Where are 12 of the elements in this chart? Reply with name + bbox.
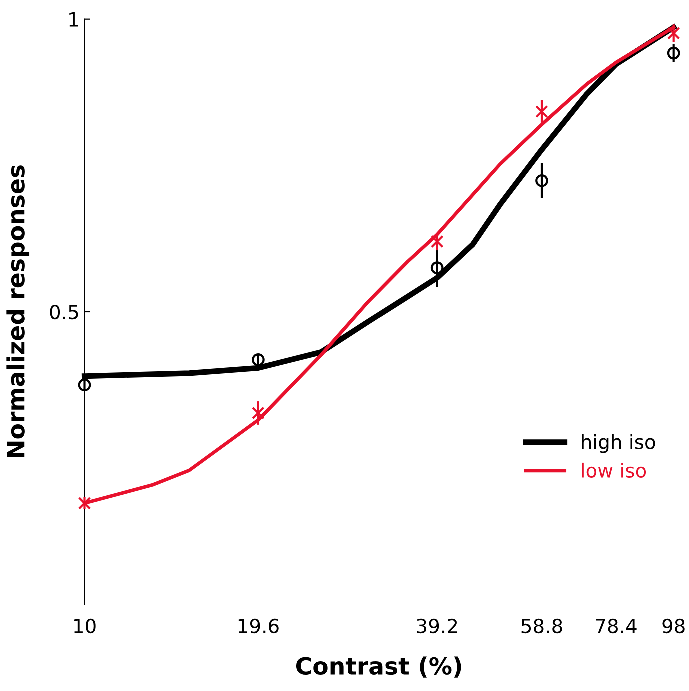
y-tick-label: 1 bbox=[70, 12, 78, 27]
x-tick-label: 39.2 bbox=[417, 618, 458, 634]
x-axis-title: Contrast (%) bbox=[296, 656, 462, 678]
x-tick-label: 98 bbox=[662, 618, 685, 634]
y-tick-label: 0.5 bbox=[50, 304, 78, 320]
x-tick-label: 58.8 bbox=[522, 618, 562, 634]
x-tick-label: 10 bbox=[74, 618, 96, 634]
legend-label: high iso bbox=[582, 434, 656, 454]
x-tick-label: 78.4 bbox=[596, 618, 637, 634]
legend-label: low iso bbox=[582, 462, 646, 478]
x-tick-label: 19.6 bbox=[238, 618, 279, 634]
y-axis-title: Normalized responses bbox=[6, 166, 30, 458]
